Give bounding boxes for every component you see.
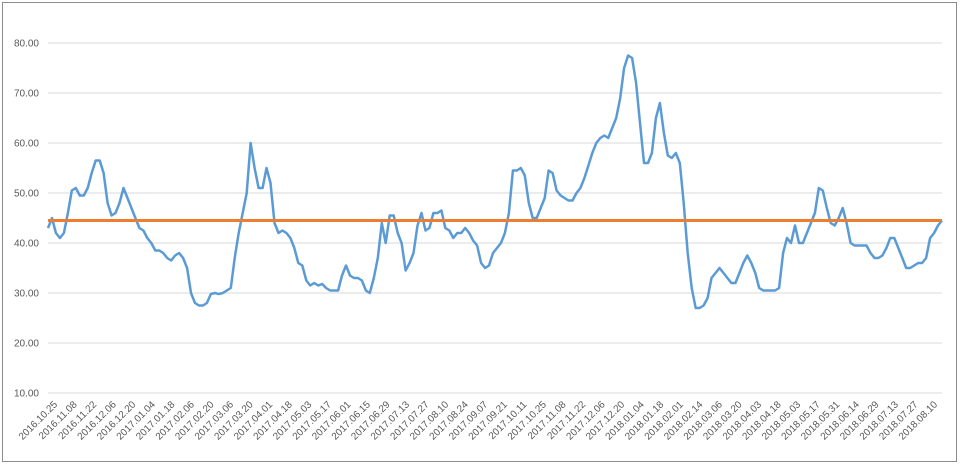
y-tick-label: 70.00 <box>14 89 39 100</box>
y-tick-label: 30.00 <box>14 289 39 300</box>
gridlines <box>48 42 942 394</box>
chart-area <box>2 2 957 462</box>
y-axis-ticks: 10.00 20.00 30.00 40.00 50.00 60.00 70.00 80.00 <box>14 39 39 400</box>
y-tick-label: 20.00 <box>14 339 39 350</box>
series-line-main <box>46 54 943 310</box>
series <box>46 54 943 310</box>
y-tick-label: 50.00 <box>14 189 39 200</box>
y-tick-label: 80.00 <box>14 39 39 50</box>
y-tick-label: 40.00 <box>14 239 39 250</box>
x-axis-ticks: 2016.10.252016.11.082016.11.222016.12.06… <box>17 399 940 442</box>
y-tick-label: 10.00 <box>14 389 39 400</box>
y-tick-label: 60.00 <box>14 139 39 150</box>
